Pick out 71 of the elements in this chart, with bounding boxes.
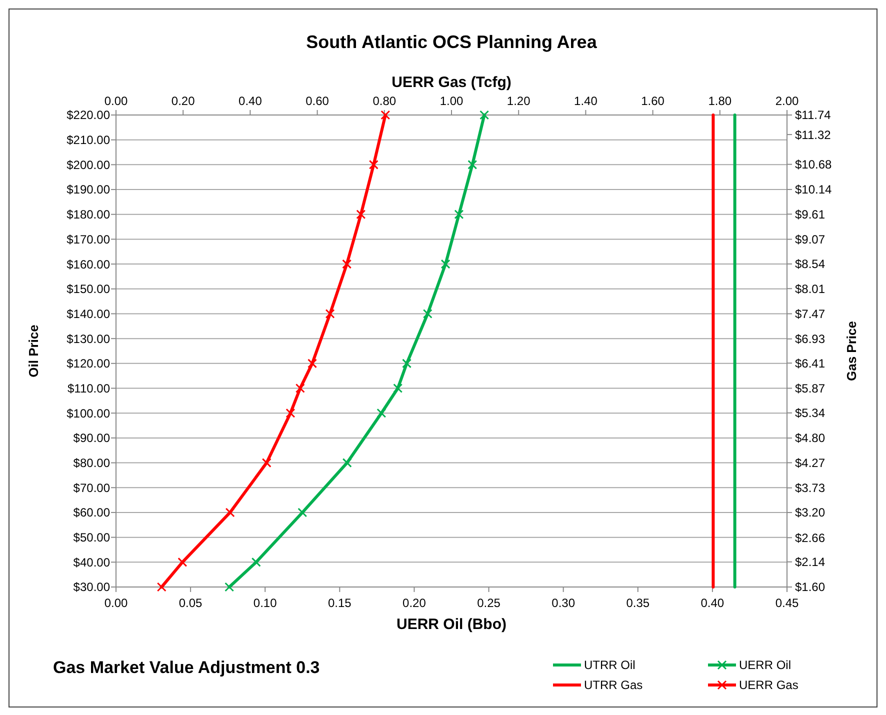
y-tick-label: $200.00 [66, 158, 110, 172]
chart-title: South Atlantic OCS Planning Area [306, 32, 598, 52]
y-tick-label: $170.00 [66, 232, 110, 246]
y2-tick-label: $3.73 [795, 481, 826, 496]
legend-label: UTRR Gas [584, 678, 643, 692]
x-tick-label: 0.15 [328, 596, 352, 610]
y-tick-label: $180.00 [66, 208, 110, 222]
y2-tick-label: $10.14 [795, 182, 832, 197]
x-axis-title: UERR Oil (Bbo) [396, 616, 506, 633]
x2-tick-label: 0.20 [171, 94, 196, 108]
legend-label: UERR Oil [739, 658, 792, 672]
y-tick-label: $160.00 [66, 257, 110, 272]
y-tick-label: $100.00 [66, 406, 110, 420]
y2-tick-label: $1.60 [795, 580, 826, 594]
y2-tick-label: $11.32 [795, 128, 832, 142]
y-tick-label: $150.00 [66, 282, 110, 296]
y2-tick-label: $9.07 [795, 232, 826, 246]
y-tick-label: $220.00 [66, 108, 110, 122]
legend-label: UTRR Oil [584, 658, 636, 672]
y-tick-label: $210.00 [66, 133, 110, 148]
x2-tick-label: 0.40 [238, 94, 262, 108]
x2-tick-label: 0.00 [104, 94, 128, 108]
y2-tick-label: $5.87 [795, 381, 826, 396]
y2-tick-label: $6.93 [795, 332, 826, 346]
y-tick-label: $120.00 [66, 356, 110, 371]
y-tick-label: $40.00 [73, 555, 110, 570]
y-tick-label: $190.00 [66, 182, 110, 197]
y2-tick-label: $11.74 [795, 108, 832, 122]
x-tick-label: 0.10 [253, 596, 278, 610]
y-tick-label: $80.00 [73, 456, 110, 470]
x2-tick-label: 0.80 [372, 94, 396, 108]
y2-tick-label: $4.80 [795, 431, 826, 446]
y2-tick-label: $2.66 [795, 530, 826, 545]
y2-tick-label: $8.01 [795, 282, 826, 296]
y2-tick-label: $7.47 [795, 306, 826, 321]
y2-axis-title: Gas Price [844, 321, 859, 381]
y-tick-label: $130.00 [66, 332, 110, 346]
y-tick-label: $110.00 [68, 381, 110, 396]
x2-tick-label: 1.80 [708, 94, 732, 108]
x-tick-label: 0.40 [700, 596, 724, 610]
y-tick-label: $50.00 [73, 530, 110, 545]
x-tick-label: 0.25 [477, 596, 501, 610]
x2-tick-label: 1.60 [641, 94, 665, 108]
legend-label: UERR Gas [739, 678, 798, 692]
x-tick-label: 0.30 [552, 596, 576, 610]
x-tick-label: 0.35 [626, 596, 650, 610]
y2-tick-label: $9.61 [795, 207, 826, 222]
x-tick-label: 0.20 [402, 596, 426, 610]
y2-tick-label: $5.34 [795, 406, 826, 420]
x2-tick-label: 0.60 [306, 94, 330, 108]
y2-tick-label: $2.14 [795, 555, 826, 570]
y2-tick-label: $6.41 [795, 356, 826, 370]
x-tick-label: 0.00 [104, 596, 128, 610]
y-tick-label: $70.00 [73, 480, 110, 495]
y-tick-label: $90.00 [73, 431, 110, 446]
y-tick-label: $60.00 [73, 506, 110, 520]
y-tick-label: $30.00 [73, 580, 110, 594]
x2-tick-label: 1.40 [574, 94, 598, 108]
y-tick-label: $140.00 [66, 306, 110, 321]
y2-tick-label: $8.54 [795, 257, 826, 272]
y2-tick-label: $10.68 [795, 158, 832, 172]
y2-tick-label: $4.27 [795, 456, 826, 470]
x2-tick-label: 2.00 [775, 94, 799, 108]
x-tick-label: 0.45 [775, 596, 799, 610]
x2-tick-label: 1.00 [440, 94, 464, 108]
text: Gas Market Value Adjustment 0.3 [53, 658, 320, 677]
x-tick-label: 0.05 [178, 596, 203, 610]
x2-tick-label: 1.20 [506, 94, 531, 108]
x2-axis-title: UERR Gas (Tcfg) [392, 74, 512, 91]
y2-tick-label: $3.20 [795, 506, 826, 520]
y-axis-title: Oil Price [26, 324, 41, 378]
